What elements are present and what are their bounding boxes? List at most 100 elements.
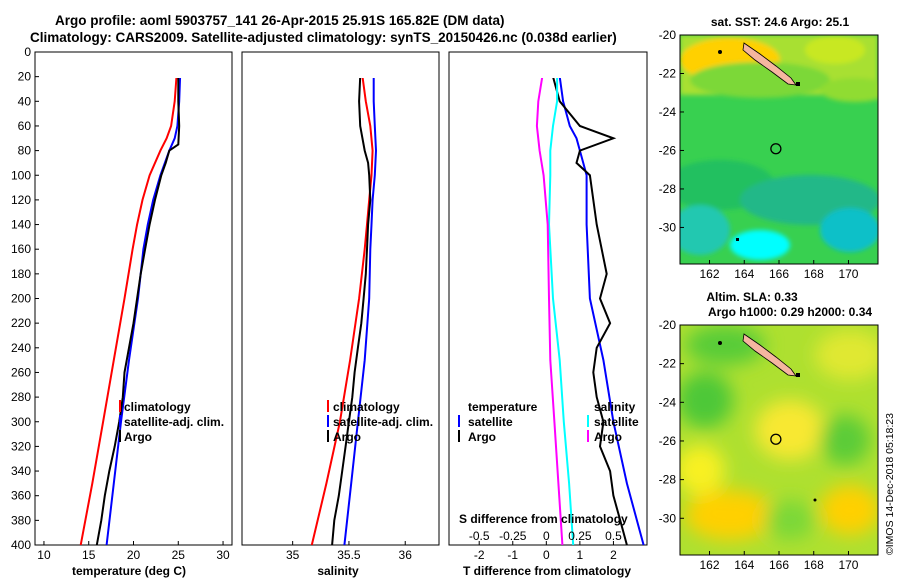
legend-satellite-label: satellite-adj. clim. — [124, 415, 224, 429]
depth-axis: 0 20 40 60 80 100 120 140 160 180 200 220 240 260 280 3… — [11, 45, 39, 552]
s-difference-axis-label: S difference from climatology — [459, 512, 628, 526]
s-tick-label: -0.25 — [499, 529, 527, 543]
x-tick-label: 25 — [172, 548, 186, 562]
depth-tick-label: 200 — [11, 292, 31, 306]
lon-tick-label: 164 — [734, 558, 754, 572]
temperature-legend: climatology satellite-adj. clim. Argo — [119, 400, 224, 444]
series-climatology — [310, 78, 374, 545]
depth-tick-label: 400 — [11, 538, 31, 552]
lat-tick-label: -26 — [659, 143, 677, 157]
legend-s-satellite-label: satellite — [594, 415, 639, 429]
lat-tick-label: -30 — [659, 220, 677, 234]
difference-legend-salinity: salinity satellite Argo — [587, 400, 639, 444]
series-s-argo — [535, 78, 564, 545]
s-tick-label: -0.5 — [469, 529, 490, 543]
salinity-legend: climatology satellite-adj. clim. Argo — [327, 400, 433, 444]
depth-tick-label: 20 — [18, 70, 32, 84]
depth-tick-label: 280 — [11, 390, 31, 404]
depth-tick-label: 140 — [11, 218, 31, 232]
lon-tick-label: 166 — [769, 558, 789, 572]
sst-map-title: sat. SST: 24.6 Argo: 25.1 — [711, 15, 850, 29]
x-tick-label: 15 — [82, 548, 96, 562]
depth-tick-label: 120 — [11, 193, 31, 207]
legend-argo-label: Argo — [124, 430, 152, 444]
series-climatology — [79, 78, 178, 545]
x-tick-label: 36 — [399, 548, 413, 562]
sst-map-axes: 162 164 166 168 170 -20 -22 -24 -26 -28 -30 — [659, 28, 859, 281]
lon-tick-label: 170 — [838, 267, 858, 281]
lat-tick-label: -20 — [659, 28, 677, 42]
series-argo — [95, 78, 181, 545]
figure-title-line2: Climatology: CARS2009. Satellite-adjuste… — [30, 30, 617, 45]
legend-satellite-label: satellite-adj. clim. — [333, 415, 433, 429]
series-t-satellite — [558, 78, 645, 545]
salinity-panel: 35 35.5 36 salinity climatology satellite-… — [241, 51, 440, 578]
series-s-satellite — [547, 78, 575, 545]
sla-map-panel: Altim. SLA: 0.33 Argo h1000: 0.29 h2000:… — [659, 290, 879, 572]
depth-tick-label: 160 — [11, 242, 31, 256]
legend-s-argo-label: Argo — [594, 430, 622, 444]
temperature-axis: 10 15 20 25 30 — [37, 541, 230, 562]
lat-tick-label: -30 — [659, 511, 677, 525]
sst-map-panel: sat. SST: 24.6 Argo: 25.1 162 164 166 16 — [659, 15, 879, 281]
lat-tick-label: -28 — [659, 473, 677, 487]
lon-tick-label: 164 — [734, 267, 754, 281]
s-tick-label: 0 — [543, 529, 550, 543]
argo-location-marker — [770, 433, 782, 445]
x-tick-label: -1 — [507, 548, 518, 562]
depth-tick-label: 80 — [18, 144, 32, 158]
temperature-plot-frame — [34, 51, 233, 546]
depth-tick-label: 240 — [11, 341, 31, 355]
x-tick-label: 20 — [127, 548, 141, 562]
sla-map-image — [680, 325, 878, 555]
lat-tick-label: -28 — [659, 182, 677, 196]
temperature-axis-label: temperature (deg C) — [72, 564, 186, 578]
salinity-axis: 35 35.5 36 — [286, 541, 412, 562]
series-satellite-adj-clim- — [343, 78, 378, 545]
depth-tick-label: 340 — [11, 464, 31, 478]
lon-tick-label: 168 — [804, 267, 824, 281]
lon-tick-label: 168 — [804, 558, 824, 572]
sla-map-title: Altim. SLA: 0.33 — [706, 290, 798, 304]
x-tick-label: 0 — [543, 548, 550, 562]
x-tick-label: 30 — [216, 548, 230, 562]
s-tick-label: 0.25 — [568, 529, 592, 543]
lat-tick-label: -24 — [659, 395, 677, 409]
sla-map-subtitle: Argo h1000: 0.29 h2000: 0.34 — [708, 305, 872, 319]
lon-tick-label: 166 — [769, 267, 789, 281]
x-tick-label: 1 — [577, 548, 584, 562]
legend-argo-label: Argo — [333, 430, 361, 444]
depth-tick-label: 40 — [18, 94, 32, 108]
x-tick-label: 35.5 — [337, 548, 361, 562]
x-tick-label: 2 — [610, 548, 617, 562]
temperature-panel: 0 20 40 60 80 100 120 140 160 180 200 220 240 260 280 3… — [11, 45, 233, 578]
difference-series — [535, 78, 645, 545]
salinity-plot-frame — [241, 51, 440, 546]
legend-climatology-label: climatology — [124, 400, 191, 414]
salinity-axis-label: salinity — [317, 564, 359, 578]
legend-temperature-label: temperature — [468, 400, 538, 414]
lon-tick-label: 162 — [700, 558, 720, 572]
difference-legend-temperature: temperature satellite Argo — [458, 400, 538, 444]
depth-tick-label: 60 — [18, 119, 32, 133]
argo-location-marker — [770, 143, 782, 155]
s-difference-axis: -0.5 -0.25 0 0.25 0.5 — [469, 529, 622, 543]
lat-tick-label: -26 — [659, 434, 677, 448]
temperature-series — [79, 78, 182, 545]
depth-tick-label: 0 — [24, 45, 31, 59]
depth-tick-label: 260 — [11, 365, 31, 379]
lon-tick-label: 162 — [700, 267, 720, 281]
legend-climatology-label: climatology — [333, 400, 400, 414]
depth-tick-label: 220 — [11, 316, 31, 330]
series-argo — [331, 78, 372, 545]
x-tick-label: 10 — [37, 548, 51, 562]
depth-tick-label: 380 — [11, 513, 31, 527]
s-tick-label: 0.5 — [605, 529, 622, 543]
depth-tick-label: 360 — [11, 489, 31, 503]
sla-map-axes: 162 164 166 168 170 -20 -22 -24 -26 -28 -30 — [659, 318, 859, 572]
lat-tick-label: -24 — [659, 105, 677, 119]
x-tick-label: 35 — [286, 548, 300, 562]
depth-tick-label: 180 — [11, 267, 31, 281]
t-difference-axis: -2 -1 0 1 2 — [474, 541, 617, 562]
series-t-argo — [552, 78, 628, 545]
